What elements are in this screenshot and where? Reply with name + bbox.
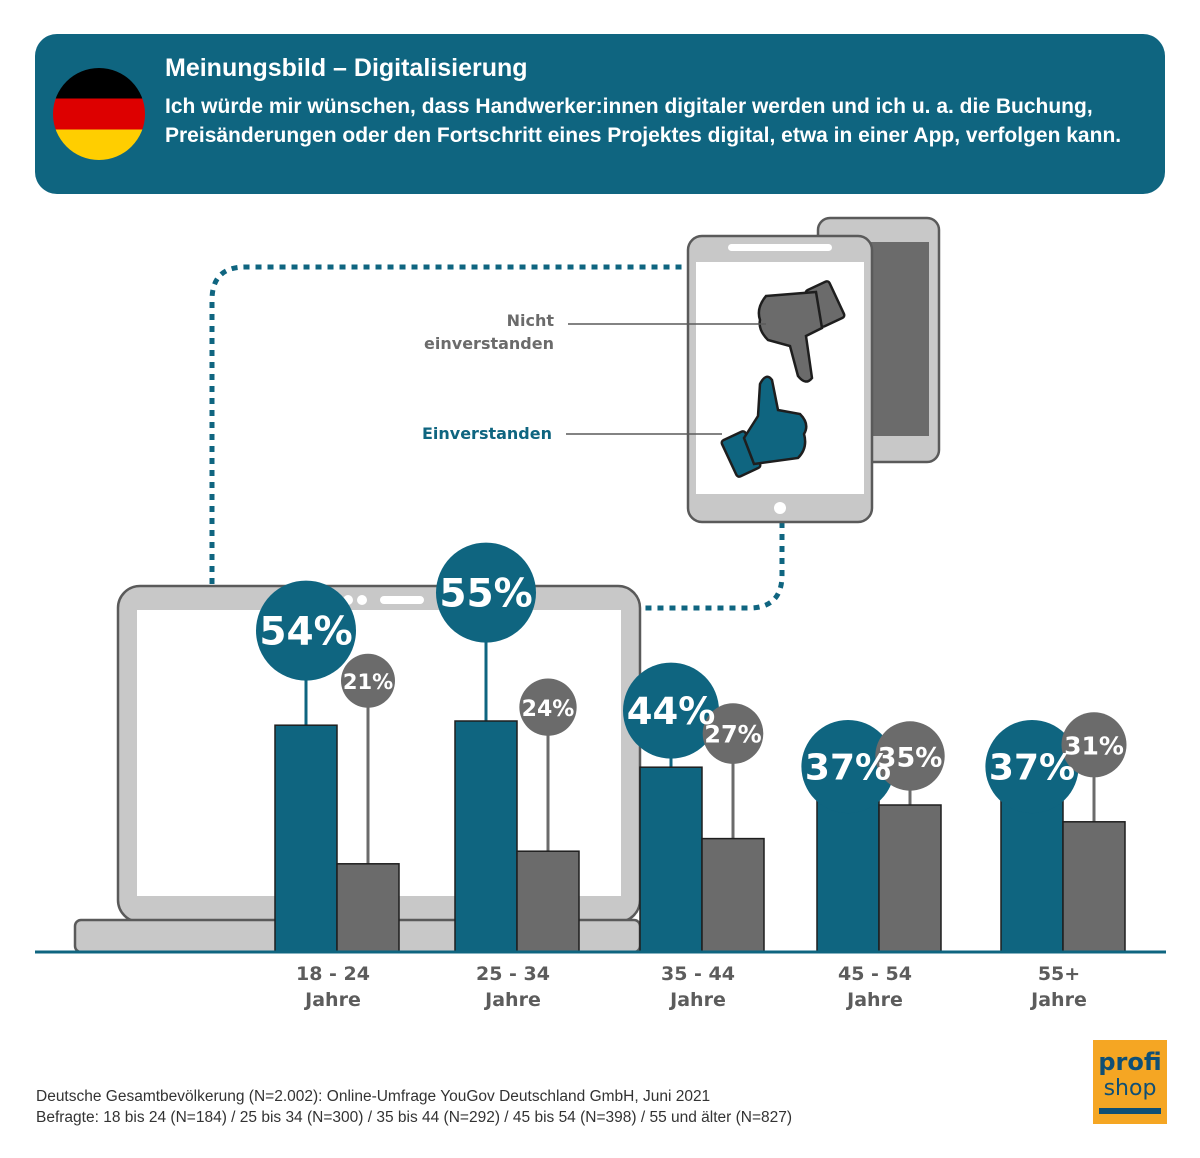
legend: Nicht einverstanden Einverstanden (422, 311, 766, 443)
agree-bar (1000, 795, 1064, 953)
agree-bubble (623, 662, 719, 759)
dotted-connector (209, 264, 785, 611)
agree-value-label: 37% (805, 748, 891, 789)
disagree-value-label: 27% (704, 721, 761, 749)
disagree-bubble (1061, 712, 1127, 778)
disagree-bar (516, 850, 580, 953)
agree-bar (639, 766, 703, 953)
category-label-unit: Jahre (483, 989, 541, 1011)
disagree-value-label: 21% (343, 670, 393, 694)
disagree-bubble (341, 653, 395, 708)
phone-front (686, 234, 874, 524)
disagree-bar (701, 837, 765, 953)
category-label: 35 - 44 (661, 963, 735, 985)
disagree-value-label: 31% (1064, 732, 1124, 761)
agree-value-label: 55% (439, 572, 532, 617)
category-labels: 18 - 24 Jahre 25 - 34 Jahre 35 - 44 Jahre 45 -… (296, 963, 1087, 1011)
disagree-bar (1062, 821, 1126, 953)
agree-value-label: 44% (627, 690, 716, 733)
agree-bubble (436, 542, 536, 643)
thumbs-down-icon (757, 280, 846, 383)
disagree-bubble (875, 721, 945, 791)
category-label: 18 - 24 (296, 963, 370, 985)
disagree-value-label: 24% (522, 697, 575, 722)
disagree-bar (878, 804, 942, 953)
agree-bar (816, 795, 880, 953)
category-label-unit: Jahre (668, 989, 726, 1011)
disagree-bubble (519, 678, 577, 736)
header-banner: Meinungsbild – Digitalisierung Ich würde… (35, 34, 1165, 194)
source-line-2: Befragte: 18 bis 24 (N=184) / 25 bis 34 … (36, 1109, 793, 1126)
category-label-unit: Jahre (303, 989, 361, 1011)
page-title: Meinungsbild – Digitalisierung (165, 54, 528, 82)
category-label-unit: Jahre (845, 989, 903, 1011)
agree-bubble (985, 720, 1079, 814)
agree-value-label: 54% (259, 610, 352, 655)
logo-underline (1099, 1108, 1161, 1114)
agree-value-label: 37% (989, 748, 1075, 789)
disagree-bar (336, 863, 400, 953)
legend-disagree-line1: Nicht (507, 311, 555, 330)
category-label: 25 - 34 (476, 963, 550, 985)
source-note: Deutsche Gesamtbevölkerung (N=2.002): On… (36, 1086, 792, 1128)
thumbs-up-icon (720, 375, 808, 478)
agree-bubble (801, 720, 895, 814)
logo-line-1: profi (1098, 1048, 1162, 1076)
source-line-1: Deutsche Gesamtbevölkerung (N=2.002): On… (36, 1088, 711, 1105)
category-label: 55+ (1038, 963, 1080, 985)
survey-question: Ich würde mir wünschen, dass Handwerker:… (165, 95, 1122, 147)
disagree-bubble (702, 703, 764, 764)
disagree-value-label: 35% (878, 742, 943, 773)
category-label: 45 - 54 (838, 963, 912, 985)
agree-bar (454, 720, 518, 953)
category-label-unit: Jahre (1029, 989, 1087, 1011)
legend-agree: Einverstanden (422, 424, 552, 443)
agree-bar (274, 724, 338, 953)
agree-bubble (256, 580, 356, 681)
logo-line-2: shop (1103, 1076, 1157, 1101)
germany-flag-icon (53, 68, 145, 160)
bars-layer: 54%21%55%24% 44%27%37%35% 37%31% (256, 542, 1127, 953)
legend-disagree-line2: einverstanden (424, 334, 554, 353)
profishop-logo: profi shop (1093, 1040, 1167, 1124)
